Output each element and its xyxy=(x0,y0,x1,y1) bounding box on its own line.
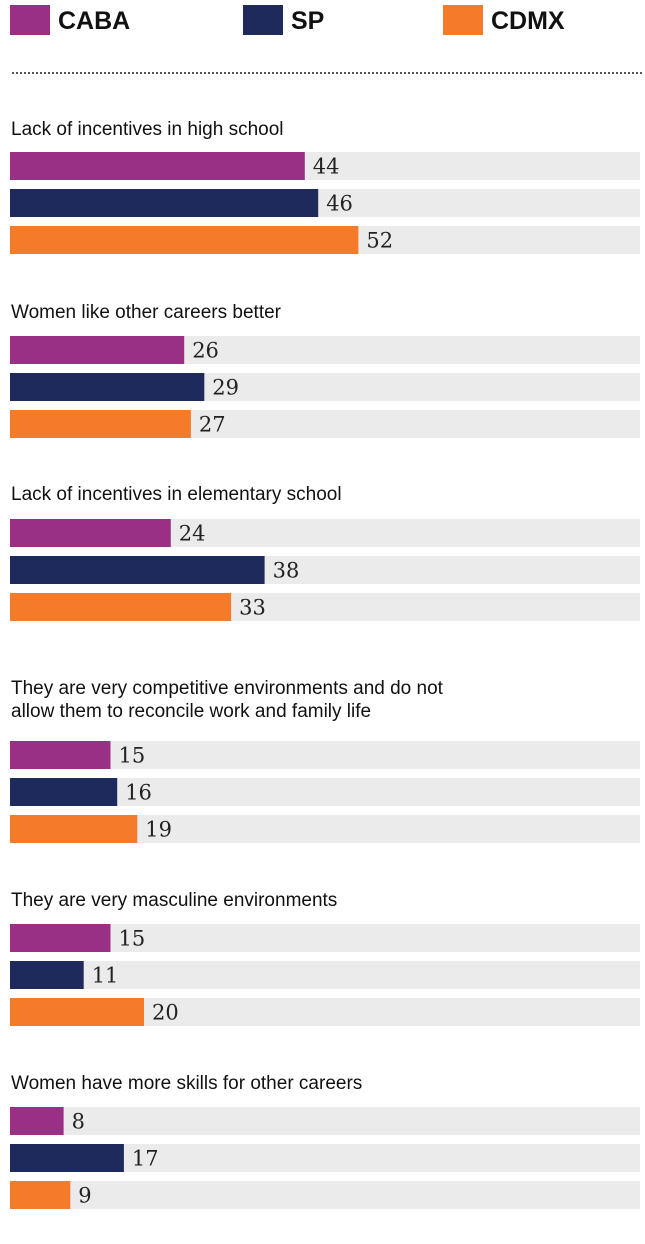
bar-sp xyxy=(10,961,84,989)
bar-cdmx xyxy=(10,593,231,621)
bar-cdmx xyxy=(10,998,144,1026)
bar-caba xyxy=(10,1107,64,1135)
bar-cdmx xyxy=(10,1181,70,1209)
value-label-caba: 8 xyxy=(72,1110,85,1134)
category-label: Women like other careers better xyxy=(11,302,282,323)
bar-sp xyxy=(10,189,318,217)
bar-sp xyxy=(10,1144,124,1172)
value-label-caba: 24 xyxy=(179,522,206,546)
value-label-caba: 15 xyxy=(119,927,146,951)
category-label: Lack of incentives in elementary school xyxy=(11,484,342,505)
value-label-caba: 44 xyxy=(313,155,340,179)
bar-caba xyxy=(10,519,171,547)
value-label-sp: 46 xyxy=(326,192,353,216)
category-label: Women have more skills for other careers xyxy=(11,1073,362,1094)
value-label-caba: 26 xyxy=(192,339,219,363)
category-label: allow them to reconcile work and family … xyxy=(11,701,371,722)
value-label-sp: 29 xyxy=(212,376,239,400)
bar-cdmx xyxy=(10,815,137,843)
value-label-sp: 16 xyxy=(125,781,152,805)
bar-track xyxy=(10,1107,640,1135)
bar-caba xyxy=(10,924,111,952)
bar-sp xyxy=(10,556,265,584)
value-label-cdmx: 27 xyxy=(199,413,226,437)
bar-track xyxy=(10,1181,640,1209)
category-label: They are very competitive environments a… xyxy=(11,678,444,699)
value-label-cdmx: 9 xyxy=(78,1184,91,1208)
bar-sp xyxy=(10,373,204,401)
value-label-sp: 38 xyxy=(273,559,300,583)
value-label-cdmx: 52 xyxy=(366,229,393,253)
value-label-cdmx: 20 xyxy=(152,1001,179,1025)
value-label-cdmx: 19 xyxy=(145,818,172,842)
value-label-sp: 11 xyxy=(92,964,119,988)
bar-caba xyxy=(10,152,305,180)
bar-caba xyxy=(10,336,184,364)
bar-caba xyxy=(10,741,111,769)
value-label-caba: 15 xyxy=(119,744,146,768)
category-label: Lack of incentives in high school xyxy=(11,119,284,140)
value-label-cdmx: 33 xyxy=(239,596,266,620)
category-label: They are very masculine environments xyxy=(11,890,337,911)
bar-cdmx xyxy=(10,226,358,254)
bar-sp xyxy=(10,778,117,806)
bar-cdmx xyxy=(10,410,191,438)
value-label-sp: 17 xyxy=(132,1147,159,1171)
